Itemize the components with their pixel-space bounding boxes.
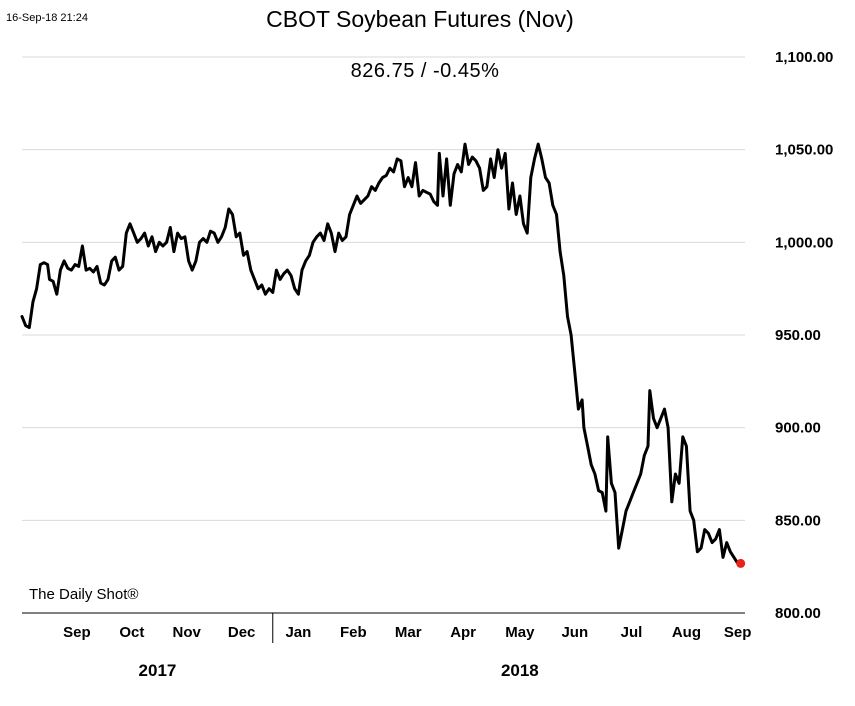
x-axis: Sep Oct Nov Dec Jan Feb Mar Apr May Jun Jul Aug Sep 2… <box>22 612 752 680</box>
y-tick-label: 850.00 <box>775 512 821 529</box>
chart-title: CBOT Soybean Futures (Nov) <box>266 6 574 32</box>
year-label: 2018 <box>501 661 539 680</box>
y-axis-labels: 800.00 850.00 900.00 950.00 1,000.00 1,050.00… <box>775 49 833 622</box>
x-tick-label: Sep <box>724 624 752 641</box>
x-tick-label: Apr <box>450 624 476 641</box>
x-tick-label: Jan <box>285 624 311 641</box>
x-tick-label: Aug <box>672 624 701 641</box>
x-tick-label: Nov <box>173 624 202 641</box>
x-tick-label: Feb <box>340 624 367 641</box>
y-tick-label: 950.00 <box>775 327 821 344</box>
x-tick-label: Jul <box>621 624 643 641</box>
y-tick-label: 1,000.00 <box>775 234 833 251</box>
gridlines <box>22 56 745 521</box>
series-line <box>20 142 740 565</box>
x-tick-label: Mar <box>395 624 422 641</box>
last-value-marker <box>736 558 746 568</box>
year-label: 2017 <box>139 661 177 680</box>
x-tick-label: Oct <box>119 624 144 641</box>
timestamp: 16-Sep-18 21:24 <box>6 12 88 24</box>
y-tick-label: 1,100.00 <box>775 49 833 66</box>
y-tick-label: 800.00 <box>775 605 821 622</box>
x-tick-label: Dec <box>228 624 256 641</box>
last-value-readout: 826.75 / -0.45% <box>350 60 500 82</box>
x-tick-label: Jun <box>561 624 588 641</box>
y-tick-label: 900.00 <box>775 420 821 437</box>
source-label: The Daily Shot® <box>29 586 139 603</box>
x-tick-label: May <box>505 624 535 641</box>
x-tick-label: Sep <box>63 624 91 641</box>
y-tick-label: 1,050.00 <box>775 142 833 159</box>
